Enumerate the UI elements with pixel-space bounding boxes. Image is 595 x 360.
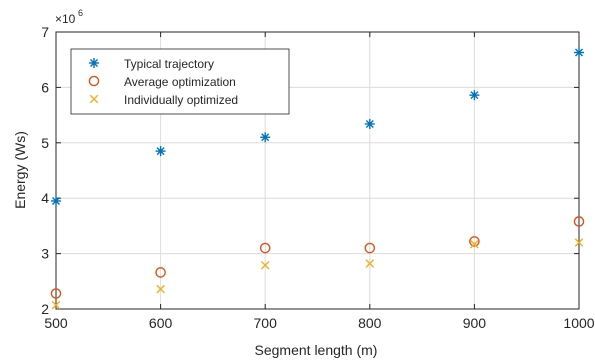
y-tick-label: 3 (41, 246, 49, 262)
data-point-asterisk (364, 118, 375, 129)
data-point-asterisk (260, 132, 271, 143)
plot-frame (55, 31, 580, 310)
legend-marker-shape (89, 58, 99, 68)
x-tick-label: 600 (149, 315, 173, 331)
legend-item-typical-trajectory: Typical trajectory (89, 57, 214, 71)
data-point-circle (50, 288, 62, 299)
data-point-x (574, 238, 584, 247)
data-point-circle (259, 242, 271, 254)
data-point-circle (155, 267, 166, 278)
data-point-x (365, 259, 375, 268)
y-tick-label: 7 (41, 24, 49, 40)
data-point-asterisk (469, 90, 480, 101)
x-tick-label: 800 (358, 315, 382, 331)
data-point-circle (573, 216, 585, 227)
legend-marker-shape (89, 94, 99, 104)
x-tick-label: 900 (463, 315, 487, 331)
x-tick-label: 500 (44, 315, 68, 331)
data-point-x (470, 239, 479, 249)
legend-marker-asterisk (89, 58, 99, 68)
y-multiplier-label: ×10 (55, 12, 76, 26)
legend-marker-circle (88, 75, 100, 87)
y-tick-label: 5 (41, 135, 49, 151)
data-point-asterisk (574, 47, 584, 58)
legend-label: Average optimization (124, 75, 236, 89)
y-tick-label: 2 (41, 301, 49, 317)
y-multiplier-exponent: 6 (78, 8, 83, 18)
y-tick-label: 4 (41, 190, 49, 206)
data-point-x (51, 300, 61, 310)
y-axis-label: Energy (Ws) (12, 131, 28, 209)
data-point-x (156, 284, 165, 294)
x-tick-label: 700 (254, 315, 278, 331)
axis-ticks: 500 600 700 800 900 1000 2 3 4 5 6 7 (41, 24, 595, 331)
legend-marker-x (89, 94, 99, 104)
legend-item-individually-optimized: Individually optimized (89, 93, 238, 107)
legend-item-average-optimization: Average optimization (88, 75, 236, 89)
data-point-circle (469, 236, 480, 247)
data-point-asterisk (155, 146, 166, 157)
chart-legend: Typical trajectory Average optimization … (70, 48, 290, 115)
legend-marker-shape (88, 75, 100, 87)
legend-label: Typical trajectory (124, 57, 214, 71)
data-point-x (260, 260, 270, 270)
legend-label: Individually optimized (124, 93, 238, 107)
data-point-asterisk (51, 195, 61, 206)
data-point-circle (364, 242, 376, 254)
y-tick-label: 6 (41, 79, 49, 95)
x-axis-label: Segment length (m) (255, 342, 378, 358)
x-tick-label: 1000 (563, 315, 594, 331)
data-markers (50, 47, 585, 310)
legend-box (70, 48, 290, 115)
